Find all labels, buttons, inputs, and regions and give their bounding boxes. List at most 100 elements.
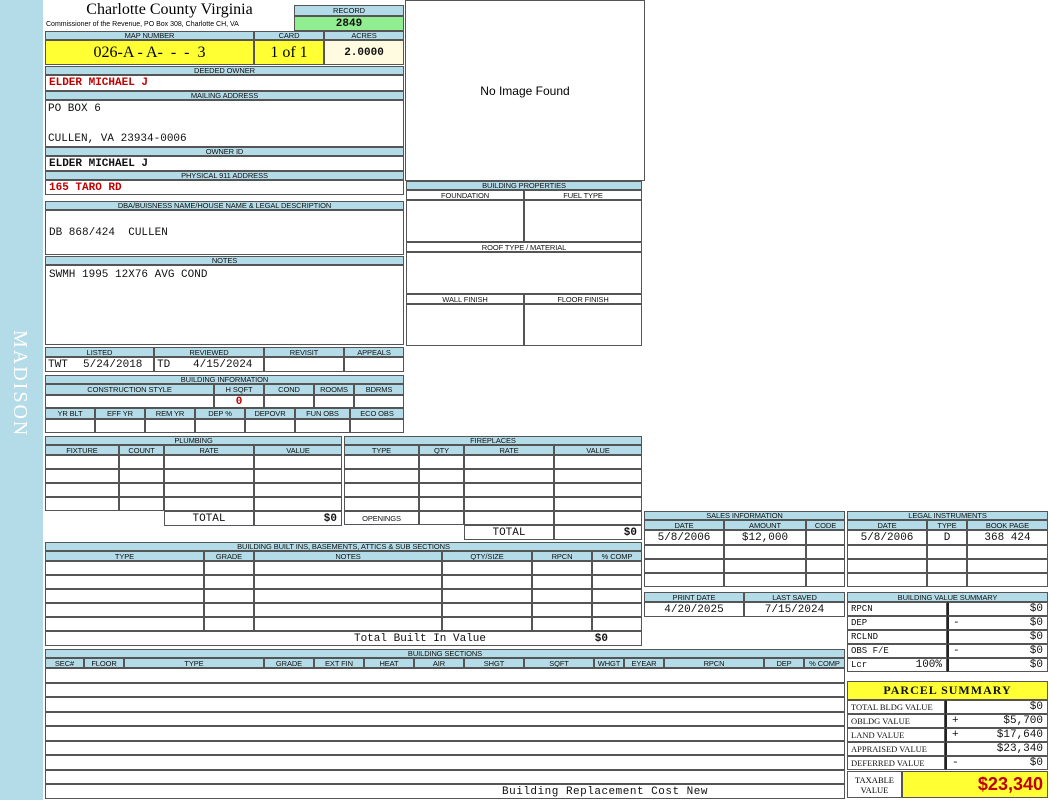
empty-cell xyxy=(532,561,592,575)
empty-cell xyxy=(442,589,532,603)
empty-cell xyxy=(644,573,724,587)
parcel-label: OBLDG VALUE xyxy=(847,714,945,728)
empty-cell xyxy=(532,617,592,631)
column-header: H SQFT xyxy=(214,384,264,395)
empty-cell xyxy=(927,559,967,573)
label: FLOOR FINISH xyxy=(524,294,642,304)
summary-value: $0 xyxy=(947,658,1048,672)
deeded-owner: ELDER MICHAEL J xyxy=(45,75,404,91)
empty-cell xyxy=(354,395,404,408)
empty-cell xyxy=(195,419,245,433)
column-header: QTY/SIZE xyxy=(442,551,532,561)
empty-cell xyxy=(927,545,967,559)
column-header: RATE xyxy=(164,445,254,455)
parcel-sign: - xyxy=(952,757,959,769)
column-header: REVISIT xyxy=(264,347,344,357)
acres: 2.0000 xyxy=(324,40,404,65)
column-header: SHGT xyxy=(464,658,524,668)
instrument-field: 368 424 xyxy=(967,530,1048,545)
column-header: REM YR xyxy=(145,408,195,419)
empty-cell xyxy=(927,573,967,587)
label: ROOF TYPE / MATERIAL xyxy=(406,242,642,252)
empty-cell xyxy=(254,603,442,617)
parcel-value: $5,700 xyxy=(945,714,1048,728)
empty-cell xyxy=(419,497,464,511)
empty-cell xyxy=(532,575,592,589)
column-header: RATE xyxy=(464,445,554,455)
empty-cell xyxy=(419,511,464,525)
column-header: COUNT xyxy=(119,445,164,455)
empty-cell xyxy=(45,483,119,497)
label: DEEDED OWNER xyxy=(45,66,404,75)
notes: SWMH 1995 12X76 AVG COND xyxy=(45,265,404,345)
empty-cell xyxy=(464,511,554,525)
section-title: PARCEL SUMMARY xyxy=(847,681,1048,700)
empty-cell xyxy=(119,483,164,497)
section-title: BUILDING INFORMATION xyxy=(45,375,404,384)
column-header: DEP xyxy=(764,658,804,668)
empty-cell xyxy=(806,559,845,573)
total-label: TOTAL xyxy=(464,525,554,540)
column-header: SEC# xyxy=(45,658,84,668)
total-label: Total Built In Value xyxy=(353,632,487,645)
empty-cell xyxy=(45,419,95,433)
office-address: Commissioner of the Revenue, PO Box 308,… xyxy=(46,21,239,28)
empty-cell xyxy=(724,545,806,559)
column-header: TYPE xyxy=(124,658,264,668)
label: OWNER ID xyxy=(45,147,404,156)
column-header: TYPE xyxy=(344,445,419,455)
empty-cell xyxy=(245,419,295,433)
empty-cell xyxy=(295,419,350,433)
empty-cell xyxy=(524,200,642,242)
column-header: VALUE xyxy=(254,445,342,455)
empty-cell xyxy=(164,483,254,497)
instrument-field: 5/8/2006 xyxy=(847,530,927,545)
empty-cell xyxy=(45,455,119,469)
label: PHYSICAL 911 ADDRESS xyxy=(45,171,404,180)
empty-cell xyxy=(254,589,442,603)
empty-cell xyxy=(344,483,419,497)
empty-cell xyxy=(45,711,845,726)
empty-cell xyxy=(524,304,642,346)
empty-cell xyxy=(847,573,927,587)
listed-by: TWT xyxy=(48,358,68,371)
empty-cell xyxy=(45,755,845,770)
reviewed-by: TD xyxy=(157,358,171,371)
record-number: 2849 xyxy=(294,16,404,31)
empty-cell xyxy=(344,497,419,511)
column-header: ROOMS xyxy=(314,384,354,395)
column-header: GRADE xyxy=(204,551,254,561)
empty-cell xyxy=(344,455,419,469)
empty-cell xyxy=(119,469,164,483)
empty-cell xyxy=(464,483,554,497)
empty-cell xyxy=(145,419,195,433)
empty-cell xyxy=(442,561,532,575)
empty-cell xyxy=(847,559,927,573)
parcel-label: DEFERRED VALUE xyxy=(847,756,945,770)
empty-cell xyxy=(45,511,164,526)
empty-cell xyxy=(554,483,642,497)
column-header: LAST SAVED xyxy=(744,592,845,602)
empty-cell xyxy=(45,575,204,589)
section-title: LEGAL INSTRUMENTS xyxy=(847,511,1048,520)
empty-cell xyxy=(119,497,164,511)
empty-cell xyxy=(45,682,845,697)
empty-cell xyxy=(442,603,532,617)
label: WALL FINISH xyxy=(406,294,524,304)
empty-cell xyxy=(254,561,442,575)
reviewed-date: 4/15/2024 xyxy=(193,358,253,371)
empty-cell xyxy=(254,617,442,631)
empty-cell xyxy=(806,573,845,587)
empty-cell xyxy=(204,561,254,575)
column-header: RPCN xyxy=(532,551,592,561)
empty-cell xyxy=(464,469,554,483)
column-header: VALUE xyxy=(554,445,642,455)
column-header: CONSTRUCTION STYLE xyxy=(45,384,214,395)
column-header: FIXTURE xyxy=(45,445,119,455)
empty-cell xyxy=(554,511,642,525)
empty-cell xyxy=(592,589,642,603)
listed-cell xyxy=(45,357,154,372)
section-title: FIREPLACES xyxy=(344,436,642,445)
empty-cell xyxy=(554,455,642,469)
